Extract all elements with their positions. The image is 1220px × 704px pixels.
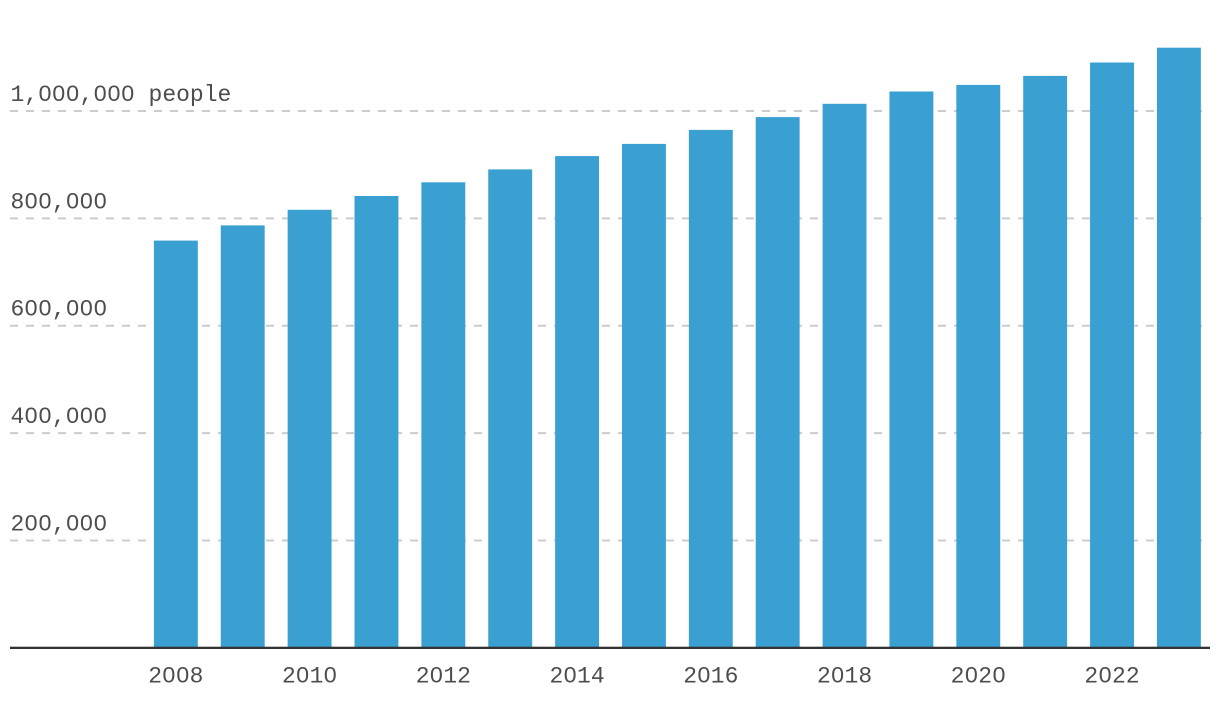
svg-text:400,000: 400,000 bbox=[11, 404, 108, 430]
svg-text:2014: 2014 bbox=[549, 664, 604, 690]
svg-text:2012: 2012 bbox=[416, 664, 471, 690]
svg-text:600,000: 600,000 bbox=[11, 297, 108, 323]
svg-text:2016: 2016 bbox=[683, 664, 738, 690]
svg-text:1,000,000 people: 1,000,000 people bbox=[11, 82, 232, 108]
svg-text:200,000: 200,000 bbox=[11, 512, 108, 538]
svg-text:2022: 2022 bbox=[1084, 664, 1139, 690]
svg-text:2008: 2008 bbox=[148, 664, 203, 690]
svg-text:2020: 2020 bbox=[951, 664, 1006, 690]
svg-text:2010: 2010 bbox=[282, 664, 337, 690]
svg-text:2018: 2018 bbox=[817, 664, 872, 690]
svg-text:800,000: 800,000 bbox=[11, 189, 108, 215]
